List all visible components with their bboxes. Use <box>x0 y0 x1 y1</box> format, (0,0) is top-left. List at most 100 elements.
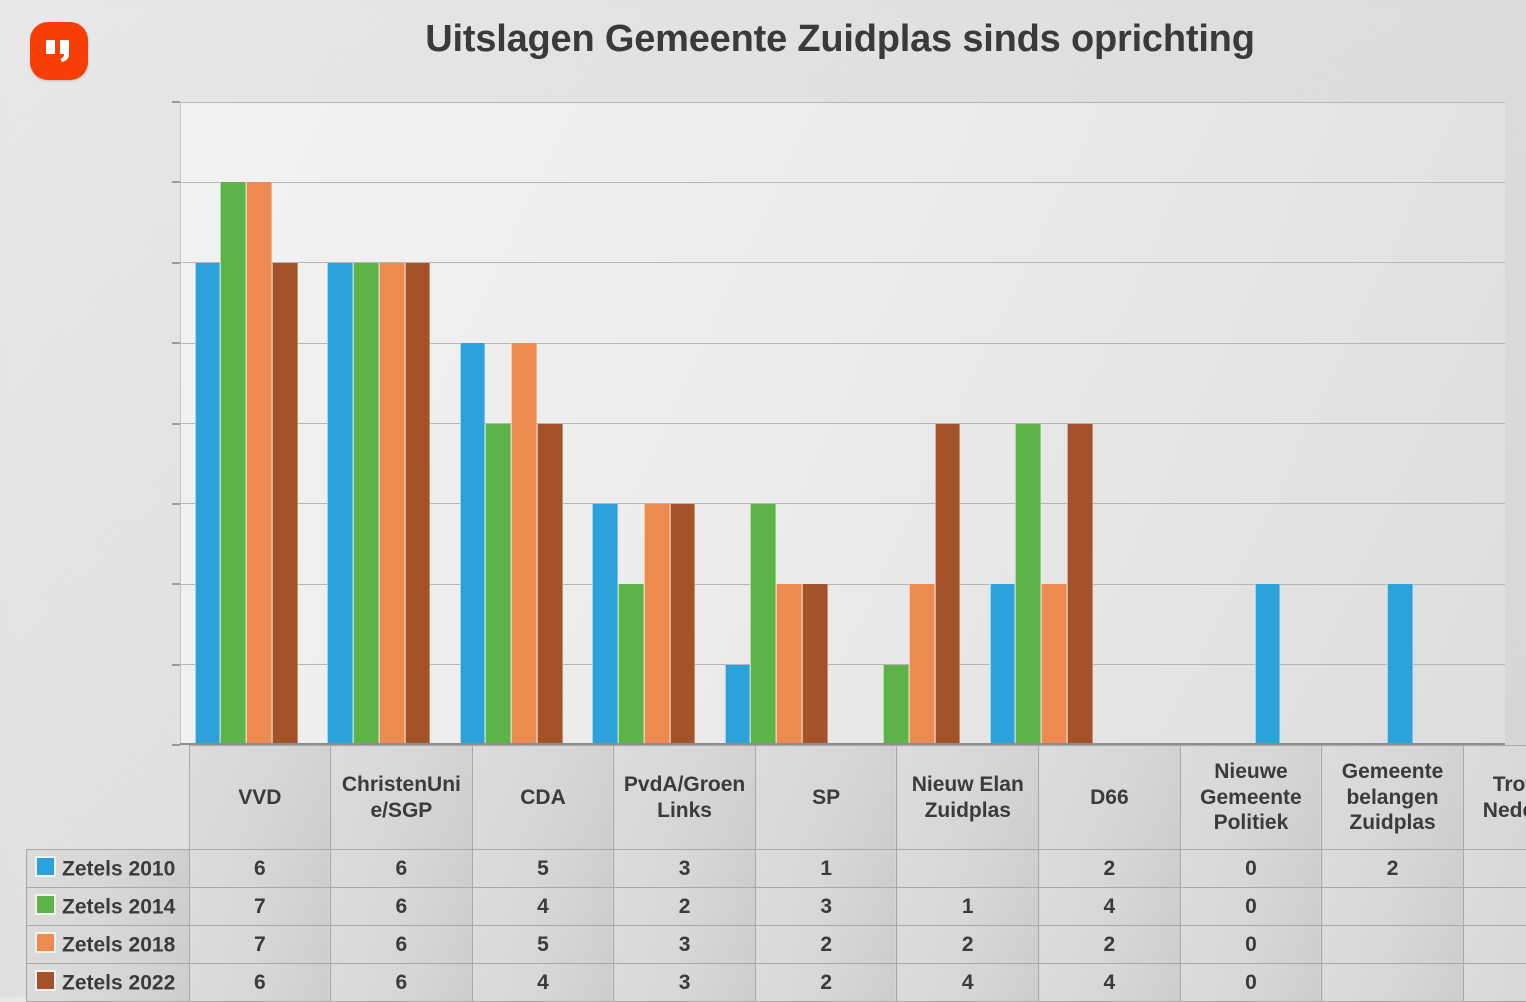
bar <box>670 504 696 745</box>
table-cell <box>1463 888 1526 926</box>
bar-group <box>1387 102 1490 745</box>
table-cell <box>1463 926 1526 964</box>
y-axis-line <box>180 102 181 745</box>
bar <box>353 263 379 745</box>
category-header-cell: SP <box>755 746 897 850</box>
table-cell: 3 <box>755 888 897 926</box>
table-cell: 0 <box>1180 888 1322 926</box>
bar <box>537 424 563 746</box>
bar <box>405 263 431 745</box>
category-header-cell: Nieuwe Gemeente Politiek <box>1180 746 1322 850</box>
bar <box>195 263 221 745</box>
y-tick-mark <box>172 181 180 183</box>
table-cell: 6 <box>331 964 473 1002</box>
table-cell: 6 <box>331 850 473 888</box>
table-cell: 4 <box>472 964 614 1002</box>
legend-label: Zetels 2014 <box>62 895 175 918</box>
bar-group <box>592 102 695 745</box>
table-cell: 6 <box>189 964 331 1002</box>
bar <box>1255 584 1281 745</box>
bar <box>725 665 751 745</box>
bar <box>246 182 272 745</box>
bar-group <box>460 102 563 745</box>
bar <box>909 584 935 745</box>
category-header-cell: PvdA/Groen Links <box>614 746 756 850</box>
bar <box>776 584 802 745</box>
y-tick-mark <box>172 262 180 264</box>
table-cell: 5 <box>472 850 614 888</box>
category-header-cell: VVD <box>189 746 331 850</box>
table-cell: 1 <box>755 850 897 888</box>
table-corner-cell <box>27 746 190 850</box>
legend-swatch-icon <box>35 856 56 877</box>
table-cell: 2 <box>755 926 897 964</box>
bar <box>379 263 405 745</box>
table-cell: 4 <box>472 888 614 926</box>
bar <box>883 665 909 745</box>
bar-group <box>195 102 298 745</box>
bar <box>935 424 961 746</box>
bar <box>1041 584 1067 745</box>
bar <box>511 343 537 745</box>
bar <box>990 584 1016 745</box>
table-cell: 2 <box>1039 926 1181 964</box>
table-cell <box>1322 926 1464 964</box>
quote-mark-icon <box>30 22 88 80</box>
table-cell: 3 <box>614 964 756 1002</box>
legend-entry[interactable]: Zetels 2018 <box>27 926 190 964</box>
legend-entry[interactable]: Zetels 2022 <box>27 964 190 1002</box>
y-tick-mark <box>172 664 180 666</box>
y-tick-mark <box>172 342 180 344</box>
table-cell: 2 <box>614 888 756 926</box>
category-header-cell: Nieuw Elan Zuidplas <box>897 746 1039 850</box>
bar <box>644 504 670 745</box>
category-header-cell: CDA <box>472 746 614 850</box>
table-cell: 6 <box>331 888 473 926</box>
category-header-cell: Gemeente belangen Zuidplas <box>1322 746 1464 850</box>
bar <box>485 424 511 746</box>
table-cell: 6 <box>331 926 473 964</box>
legend-label: Zetels 2022 <box>62 971 175 994</box>
bar-group <box>1122 102 1225 745</box>
legend-entry[interactable]: Zetels 2010 <box>27 850 190 888</box>
bar <box>327 263 353 745</box>
bar <box>802 584 828 745</box>
table-cell: 7 <box>189 926 331 964</box>
bar-group <box>1255 102 1358 745</box>
table-cell: 0 <box>1180 850 1322 888</box>
bar-group <box>990 102 1093 745</box>
table-cell: 2 <box>755 964 897 1002</box>
legend-label: Zetels 2018 <box>62 933 175 956</box>
table-cell: 2 <box>1322 850 1464 888</box>
table-cell: 6 <box>189 850 331 888</box>
table-cell: 7 <box>189 888 331 926</box>
plot-area: 012345678 <box>180 102 1505 745</box>
y-tick-mark <box>172 583 180 585</box>
table-row: Zetels 2010665312022 <box>27 850 1526 888</box>
quote-logo <box>30 22 88 80</box>
table-cell: 3 <box>614 926 756 964</box>
bar-group <box>327 102 430 745</box>
category-header-cell: Trots op Nederland <box>1463 746 1526 850</box>
table-cell: 3 <box>614 850 756 888</box>
table-cell: 0 <box>1180 926 1322 964</box>
bar-group <box>857 102 960 745</box>
bar <box>1067 424 1093 746</box>
table-cell: 2 <box>1463 850 1526 888</box>
bar-group <box>725 102 828 745</box>
bar <box>220 182 246 745</box>
legend-entry[interactable]: Zetels 2014 <box>27 888 190 926</box>
legend-label: Zetels 2010 <box>62 857 175 880</box>
table-cell: 1 <box>897 888 1039 926</box>
table-cell: 0 <box>1180 964 1322 1002</box>
table-cell: 4 <box>897 964 1039 1002</box>
y-tick-mark <box>172 101 180 103</box>
y-tick-mark <box>172 423 180 425</box>
category-header-cell: D66 <box>1039 746 1181 850</box>
